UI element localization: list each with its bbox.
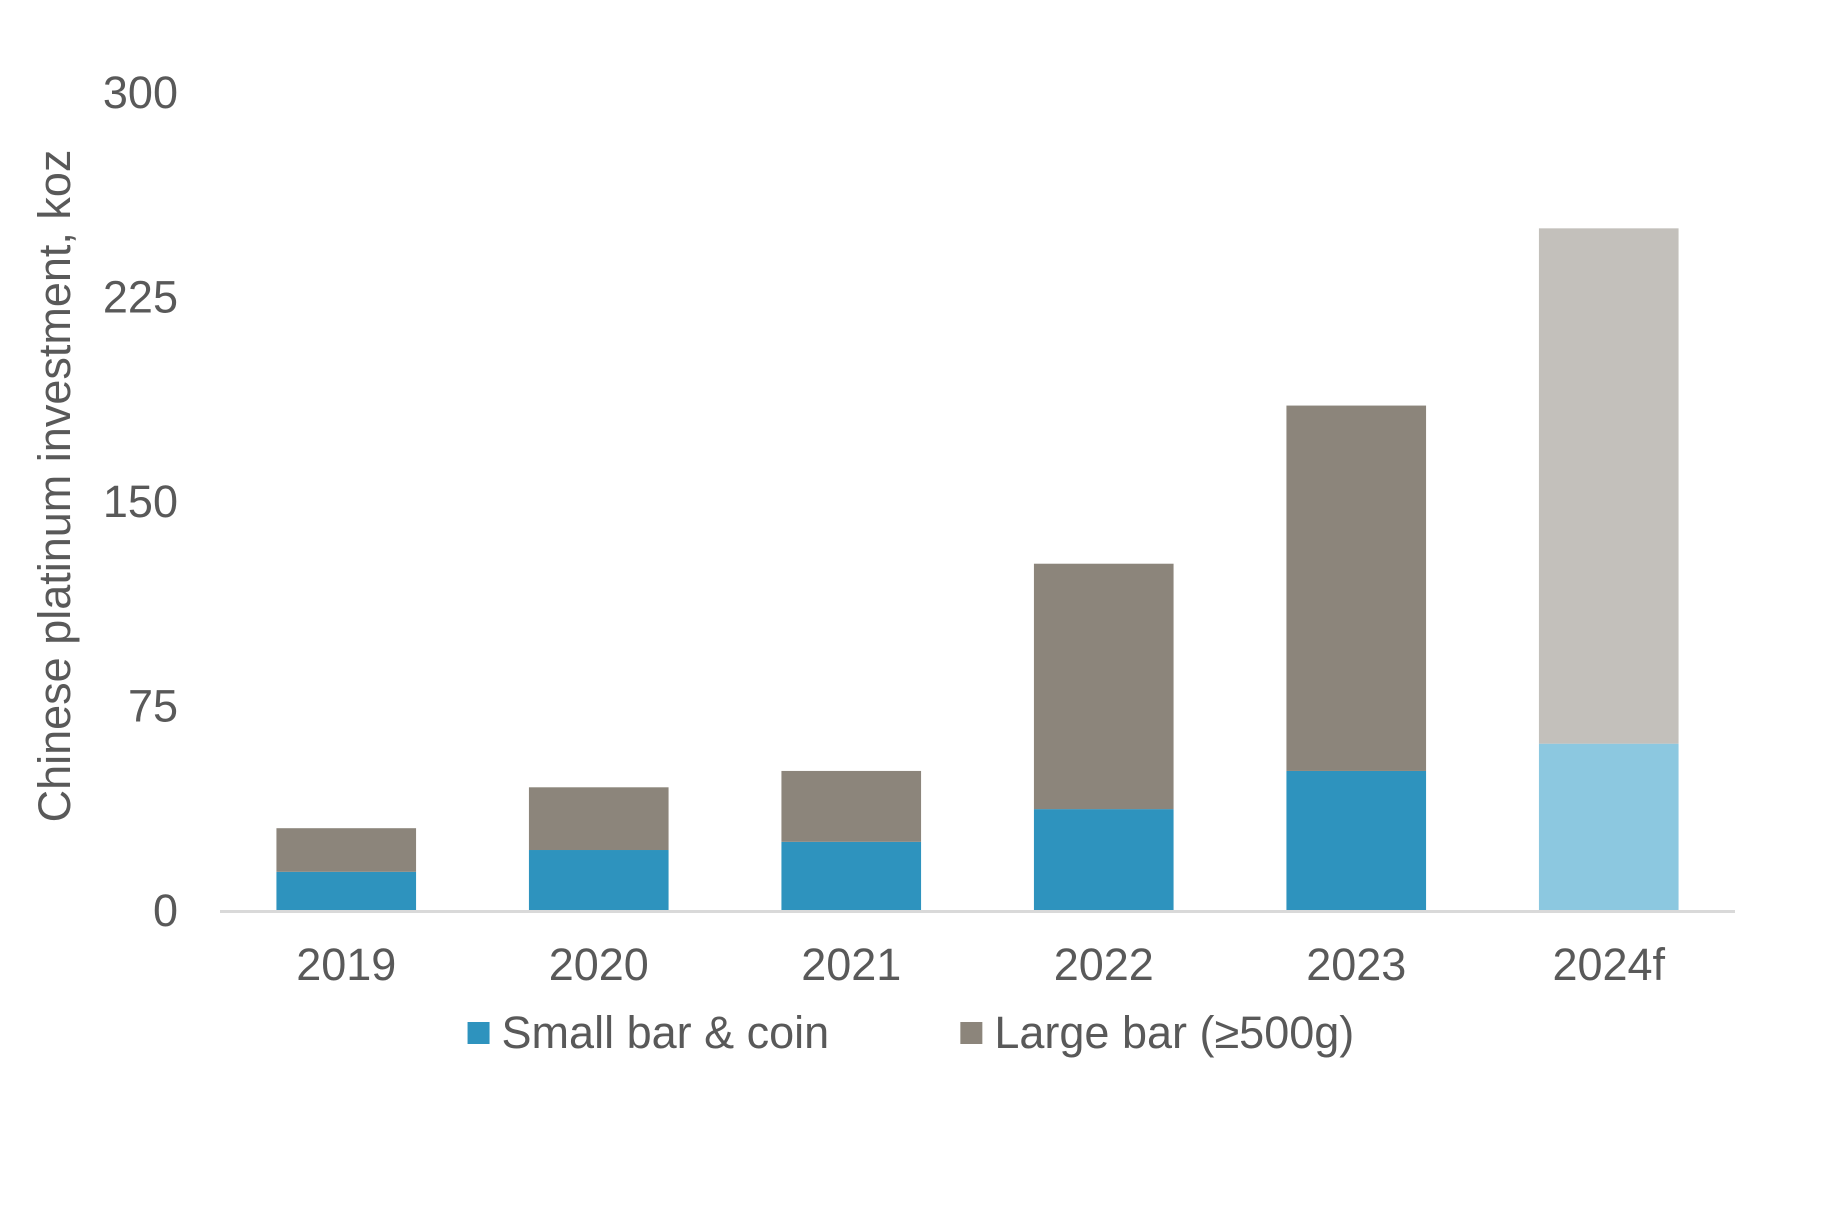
y-tick-label: 0	[153, 885, 178, 936]
x-axis-ticks: 2019 2020 2021 2022 2023 2024f	[296, 939, 1665, 990]
legend-swatch-small-bar-coin	[467, 1022, 490, 1044]
bar-large-bar-500g-2021	[781, 770, 922, 842]
bar-large-bar-500g-2019	[276, 828, 417, 872]
y-tick-label: 150	[103, 476, 178, 527]
x-tick-label: 2019	[296, 939, 396, 990]
bar-large-bar-500g-2020	[528, 787, 669, 851]
bar-small-bar-coin-2019	[276, 871, 417, 910]
x-tick-label: 2023	[1306, 939, 1406, 990]
bar-small-bar-coin-2021	[781, 841, 922, 910]
x-tick-label: 2022	[1054, 939, 1154, 990]
x-tick-label: 2020	[549, 939, 649, 990]
legend-label-large-bar-500g: Large bar (≥500g)	[994, 1007, 1354, 1058]
y-tick-label: 300	[103, 67, 178, 118]
bar-large-bar-500g-2023	[1286, 405, 1427, 771]
x-tick-label: 2021	[801, 939, 901, 990]
y-tick-label: 225	[103, 272, 178, 323]
bar-small-bar-coin-2024f	[1538, 743, 1679, 910]
bar-small-bar-coin-2023	[1286, 770, 1427, 910]
legend-label-small-bar-coin: Small bar & coin	[502, 1007, 830, 1058]
bar-large-bar-500g-2024f	[1538, 228, 1679, 744]
x-tick-label: 2024f	[1552, 939, 1665, 990]
legend-swatch-large-bar-500g	[960, 1022, 983, 1044]
bar-large-bar-500g-2022	[1033, 563, 1174, 810]
bars	[276, 228, 1679, 910]
y-axis-title: Chinese platinum investment, koz	[29, 150, 80, 823]
bar-small-bar-coin-2020	[528, 850, 669, 910]
legend: Small bar & coin Large bar (≥500g)	[467, 1007, 1354, 1058]
y-tick-label: 75	[128, 681, 178, 732]
bar-small-bar-coin-2022	[1033, 809, 1174, 910]
y-axis-ticks: 0 75 150 225 300	[103, 67, 178, 936]
